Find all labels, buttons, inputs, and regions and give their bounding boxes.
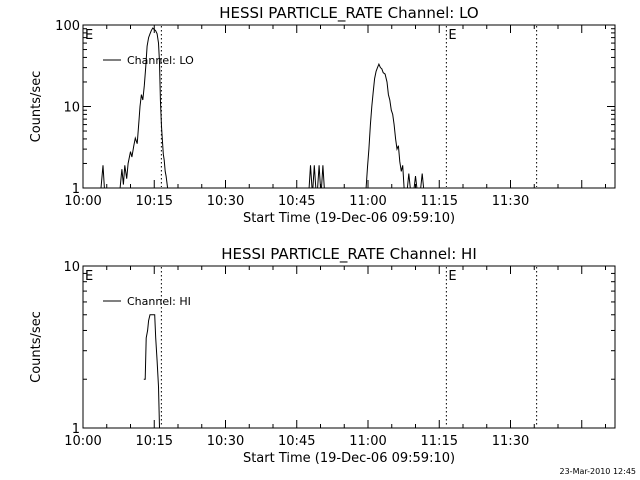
chart-title: HESSI PARTICLE_RATE Channel: LO [219,4,478,23]
legend-label: Channel: HI [127,295,191,308]
series-trace-segment [308,165,313,189]
x-tick-label: 10:15 [136,194,173,209]
series-trace-segment [119,27,169,189]
x-tick-label: 11:15 [421,434,458,449]
x-tick-label: 10:45 [278,194,315,209]
x-tick-label: 10:15 [136,434,173,449]
plot-frame [82,24,616,189]
chart-panel-1: HESSI PARTICLE_RATE Channel: LO Start Tim… [29,4,616,226]
series-trace-segment [321,165,325,189]
series-trace-segment [100,165,105,189]
series-trace-segment [143,314,160,429]
x-tick-label: 11:00 [349,434,386,449]
x-tick-label: 10:00 [64,194,101,209]
x-axis-label: Start Time (19-Dec-06 09:59:10) [243,211,455,226]
series-trace-segment [420,173,425,189]
y-tick-label: 1 [72,422,80,437]
x-axis-label: Start Time (19-Dec-06 09:59:10) [243,451,455,466]
y-axis-label: Counts/sec [29,311,44,383]
x-tick-label: 10:30 [207,194,244,209]
x-tick-label: 11:30 [492,434,529,449]
chart-panel-2: HESSI PARTICLE_RATE Channel: HI Start Tim… [29,245,616,466]
x-tick-label: 11:30 [492,194,529,209]
legend-label: Channel: LO [127,54,194,67]
event-marker-label: E [448,28,456,43]
y-axis-label: Counts/sec [29,71,44,143]
series-trace-segment [312,165,317,189]
y-tick-label: 10 [63,260,80,275]
x-tick-label: 11:15 [421,194,458,209]
event-marker-label: E [85,28,93,43]
y-tick-label: 1 [72,182,80,197]
x-tick-label: 11:00 [349,194,386,209]
y-tick-label: 10 [63,101,80,116]
x-tick-label: 10:30 [207,434,244,449]
x-tick-label: 10:45 [278,434,315,449]
series-trace-segment [365,62,405,189]
series-trace-segment [317,165,321,189]
generation-timestamp: 23-Mar-2010 12:45 [560,467,637,476]
plot-frame [82,265,616,429]
chart-title: HESSI PARTICLE_RATE Channel: HI [221,245,477,264]
event-marker-label: E [85,269,93,284]
x-tick-label: 10:00 [64,434,101,449]
y-tick-label: 100 [55,19,80,34]
event-marker-label: E [448,269,456,284]
series-trace-segment [406,173,411,189]
series-trace-segment [413,176,418,189]
